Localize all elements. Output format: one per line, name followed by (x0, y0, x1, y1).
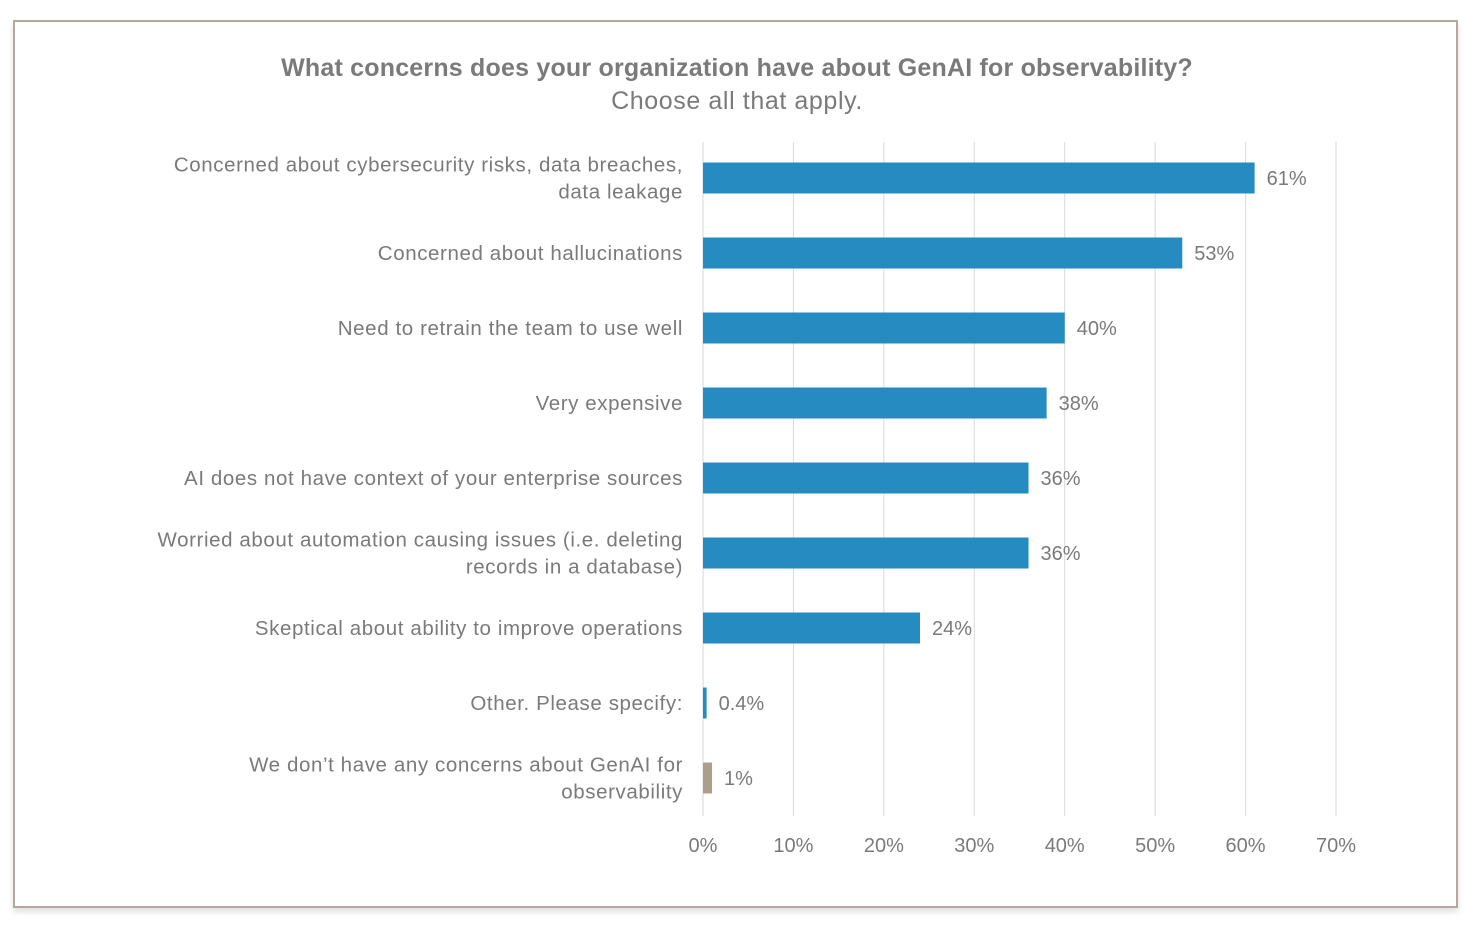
data-label: 36% (1041, 468, 1081, 490)
x-tick-label: 40% (1045, 835, 1085, 857)
bar (703, 312, 1065, 344)
category-label: Worried about automation causing issues … (158, 529, 683, 552)
data-label: 40% (1077, 318, 1117, 340)
x-tick-label: 50% (1135, 835, 1175, 857)
category-label: Skeptical about ability to improve opera… (255, 617, 683, 640)
category-label: Concerned about hallucinations (378, 242, 683, 265)
bar (703, 162, 1255, 194)
bar (703, 687, 707, 719)
category-label: Very expensive (536, 392, 683, 415)
x-tick-label: 70% (1316, 835, 1356, 857)
data-label: 38% (1059, 393, 1099, 415)
data-label: 0.4% (719, 693, 765, 715)
data-label: 53% (1194, 243, 1234, 265)
x-tick-label: 20% (864, 835, 904, 857)
x-tick-label: 30% (954, 835, 994, 857)
data-label: 36% (1041, 543, 1081, 565)
data-label: 1% (724, 768, 753, 790)
bar (703, 762, 713, 794)
category-label: AI does not have context of your enterpr… (184, 467, 683, 490)
data-label: 61% (1267, 168, 1307, 190)
bar (703, 387, 1047, 419)
category-label: We don’t have any concerns about GenAI f… (249, 754, 683, 777)
chart-title: What concerns does your organization hav… (281, 54, 1193, 82)
category-label: records in a database) (466, 556, 683, 579)
bar (703, 237, 1183, 269)
bar (703, 612, 921, 644)
category-label: observability (561, 781, 683, 804)
bar (703, 537, 1029, 569)
x-tick-label: 60% (1226, 835, 1266, 857)
x-tick-label: 10% (773, 835, 813, 857)
category-label: Concerned about cybersecurity risks, dat… (174, 154, 683, 177)
category-label: data leakage (558, 181, 683, 204)
category-label: Need to retrain the team to use well (338, 317, 683, 340)
x-tick-label: 0% (689, 835, 718, 857)
category-label: Other. Please specify: (470, 692, 683, 715)
data-label: 24% (932, 618, 972, 640)
bar (703, 462, 1029, 494)
chart-subtitle: Choose all that apply. (611, 87, 863, 115)
